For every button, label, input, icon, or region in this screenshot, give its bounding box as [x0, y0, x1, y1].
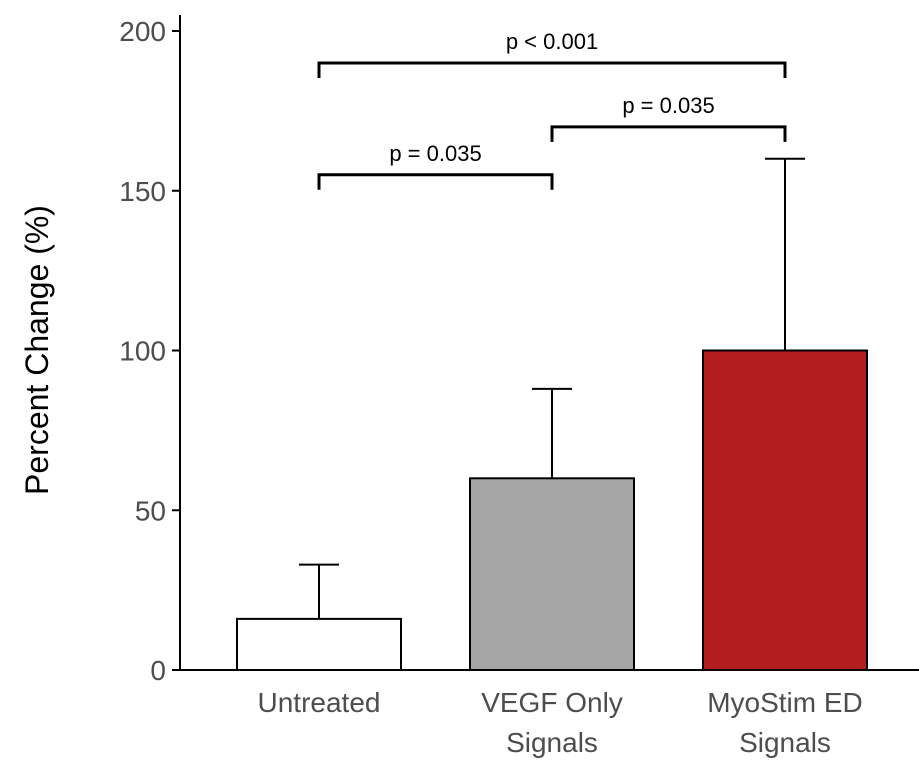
significance-bracket-1: [317, 173, 554, 190]
x-category-label: Signals: [506, 727, 598, 758]
p-value-label: p < 0.001: [506, 29, 598, 54]
y-tick-label: 0: [150, 655, 166, 686]
significance-bracket-3: [317, 61, 787, 78]
y-axis-title: Percent Change (%): [19, 205, 55, 495]
x-category-label: Untreated: [258, 687, 381, 718]
x-category-label: Signals: [739, 727, 831, 758]
significance-bracket-2: [550, 125, 787, 142]
bar-1: [236, 617, 402, 672]
bar-3: [702, 349, 868, 671]
y-tick-label: 100: [119, 336, 166, 367]
y-tick-label: 200: [119, 16, 166, 47]
y-tick-label: 50: [135, 495, 166, 526]
x-category-label: VEGF Only: [481, 687, 623, 718]
p-value-label: p = 0.035: [622, 93, 714, 118]
x-category-label: MyoStim ED: [707, 687, 863, 718]
y-tick-label: 150: [119, 176, 166, 207]
bar-2: [469, 477, 635, 671]
p-value-label: p = 0.035: [389, 141, 481, 166]
